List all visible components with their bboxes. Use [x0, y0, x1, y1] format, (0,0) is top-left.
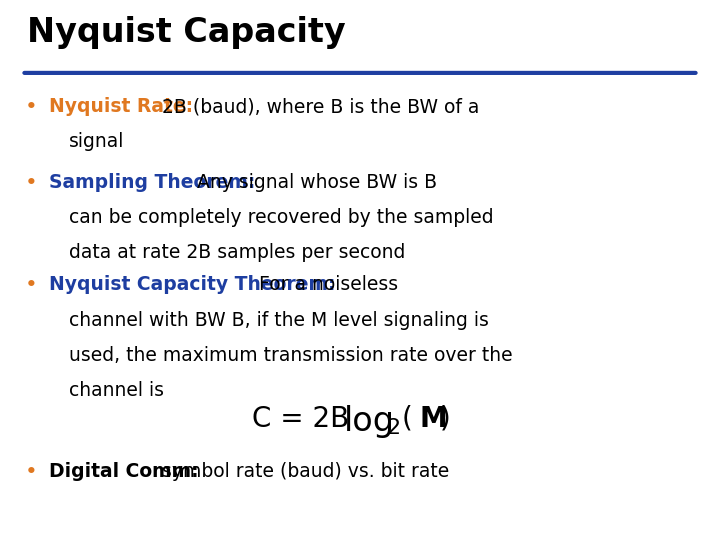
Text: ): )	[440, 405, 451, 433]
Text: Sampling Theorem:: Sampling Theorem:	[49, 173, 256, 192]
Text: symbol rate (baud) vs. bit rate: symbol rate (baud) vs. bit rate	[156, 462, 449, 481]
Text: M: M	[420, 405, 447, 433]
Text: Any signal whose BW is B: Any signal whose BW is B	[191, 173, 437, 192]
Text: For a noiseless: For a noiseless	[253, 275, 398, 294]
Text: 2: 2	[386, 418, 400, 438]
Text: Nyquist Capacity: Nyquist Capacity	[27, 16, 346, 49]
Text: channel with BW B, if the M level signaling is: channel with BW B, if the M level signal…	[69, 310, 489, 329]
Text: •: •	[25, 173, 38, 193]
Text: Nyquist Capacity Theorem:: Nyquist Capacity Theorem:	[49, 275, 336, 294]
Text: •: •	[25, 462, 38, 482]
Text: can be completely recovered by the sampled: can be completely recovered by the sampl…	[69, 208, 494, 227]
Text: data at rate 2B samples per second: data at rate 2B samples per second	[69, 243, 405, 262]
Text: 2B (baud), where B is the BW of a: 2B (baud), where B is the BW of a	[156, 97, 479, 116]
Text: signal: signal	[69, 132, 125, 151]
Text: log: log	[344, 405, 395, 438]
Text: Digital Comm:: Digital Comm:	[49, 462, 199, 481]
Text: •: •	[25, 97, 38, 117]
Text: channel is: channel is	[69, 381, 164, 400]
Text: (: (	[402, 405, 421, 433]
Text: used, the maximum transmission rate over the: used, the maximum transmission rate over…	[69, 346, 513, 365]
Text: Nyquist Rate:: Nyquist Rate:	[49, 97, 193, 116]
Text: •: •	[25, 275, 38, 295]
Text: C = 2B: C = 2B	[252, 405, 358, 433]
